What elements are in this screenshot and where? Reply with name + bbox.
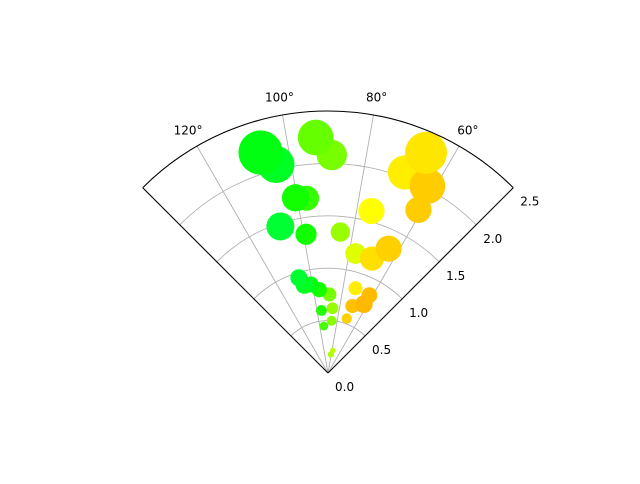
r-tick-label: 2.5 — [520, 195, 539, 209]
scatter-point — [375, 235, 402, 262]
scatter-point — [326, 302, 339, 315]
theta-tick-label: 60° — [457, 124, 478, 138]
scatter-point — [297, 119, 334, 156]
points-layer — [238, 119, 448, 358]
theta-gridline — [327, 114, 374, 374]
scatter-point — [358, 197, 385, 225]
scatter-point — [281, 184, 310, 212]
theta-tick-label: 120° — [174, 124, 203, 138]
r-tick-label: 1.5 — [446, 269, 465, 283]
scatter-point — [290, 269, 308, 287]
labels-layer: 60° 80° 100° 120° 0.0 0.5 1.0 1.5 2.0 2.5 — [174, 90, 540, 394]
scatter-point — [295, 223, 317, 245]
scatter-point — [341, 313, 352, 324]
r-tick-label: 2.0 — [483, 232, 502, 246]
scatter-point — [326, 315, 337, 326]
scatter-point — [409, 168, 446, 204]
theta-tick-label: 100° — [265, 90, 294, 104]
scatter-point — [361, 287, 378, 304]
r-tick-label: 1.0 — [409, 306, 428, 320]
r-gridline — [216, 215, 440, 263]
scatter-point — [266, 212, 295, 241]
theta-gridline — [196, 145, 329, 374]
r-tick-label: 0.5 — [372, 343, 391, 357]
r-tick-label: 0.0 — [335, 380, 354, 394]
frame-spoke-end — [142, 187, 329, 374]
scatter-point — [319, 321, 329, 331]
frame-spoke-start — [327, 187, 514, 374]
r-gridline — [253, 267, 403, 300]
scatter-point — [238, 130, 283, 175]
scatter-point — [348, 281, 363, 296]
frame-outer-arc — [142, 110, 514, 189]
theta-tick-label: 80° — [366, 90, 387, 104]
scatter-point — [316, 305, 327, 316]
frame-layer — [142, 110, 514, 374]
scatter-point — [330, 222, 350, 242]
scatter-point — [330, 347, 336, 354]
scatter-point — [405, 131, 448, 174]
